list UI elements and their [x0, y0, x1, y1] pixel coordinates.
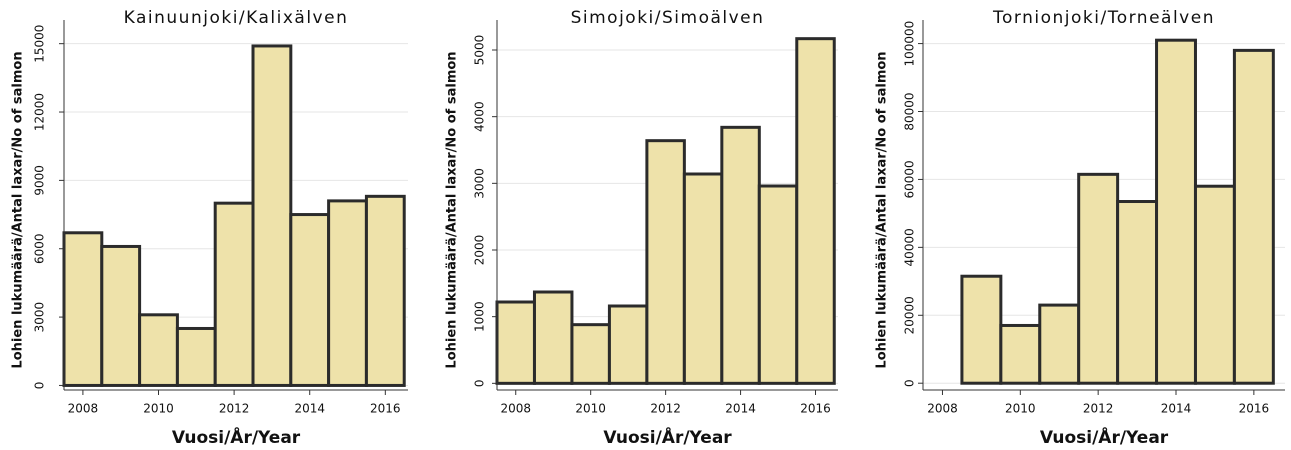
x-tick-label: 2014 — [725, 402, 756, 416]
y-tick-label: 3000 — [473, 168, 487, 199]
y-tick-label: 60000 — [903, 160, 917, 198]
x-tick-label: 2016 — [370, 402, 401, 416]
bar — [175, 326, 217, 387]
y-tick-label: 3000 — [33, 302, 47, 333]
y-axis-title: Lohien lukumäärä/Antal laxar/No of salmo… — [875, 51, 890, 368]
bar — [495, 300, 536, 385]
bar — [364, 194, 406, 387]
bar — [327, 199, 368, 387]
bar — [100, 244, 142, 387]
bar — [1193, 184, 1236, 385]
x-tick-label: 2016 — [1239, 402, 1270, 416]
bar — [757, 184, 799, 385]
bar — [213, 201, 255, 387]
x-tick-label: 2010 — [1005, 402, 1036, 416]
y-tick-label: 2000 — [473, 235, 487, 266]
x-tick-label: 2010 — [143, 402, 174, 416]
bar — [999, 323, 1042, 385]
bar — [720, 125, 761, 385]
bar — [532, 290, 574, 385]
x-tick-label: 2014 — [294, 402, 325, 416]
y-tick-label: 40000 — [903, 228, 917, 266]
y-tick-label: 0 — [903, 379, 917, 387]
y-tick-label: 0 — [33, 382, 47, 390]
chart-title: Tornionjoki/Torneälven — [992, 8, 1215, 28]
bar — [645, 139, 686, 385]
x-axis-title: Vuosi/År/Year — [603, 425, 732, 448]
y-tick-label: 15000 — [33, 25, 47, 63]
y-tick-label: 5000 — [473, 35, 487, 66]
x-tick-label: 2008 — [68, 402, 99, 416]
y-tick-label: 20000 — [903, 296, 917, 334]
bar — [1038, 303, 1081, 385]
y-axis-title: Lohien lukumäärä/Antal laxar/No of salmo… — [11, 51, 26, 368]
bar — [62, 231, 104, 387]
y-tick-label: 80000 — [903, 92, 917, 130]
bar — [138, 313, 179, 387]
bar — [1116, 200, 1159, 385]
x-tick-label: 2014 — [1161, 402, 1192, 416]
x-tick-label: 2008 — [927, 402, 958, 416]
bar — [251, 44, 293, 387]
bar — [1077, 172, 1120, 385]
y-tick-label: 0 — [473, 380, 487, 388]
bar — [960, 274, 1003, 385]
chart-title: Kainuunjoki/Kalixälven — [124, 8, 349, 28]
x-tick-label: 2010 — [575, 402, 606, 416]
y-tick-label: 12000 — [33, 93, 47, 131]
bar — [682, 172, 724, 385]
bar — [795, 37, 836, 385]
bar — [1232, 48, 1275, 385]
x-axis-title: Vuosi/År/Year — [172, 425, 301, 448]
x-tick-label: 2012 — [650, 402, 681, 416]
y-tick-label: 1000 — [473, 301, 487, 332]
y-tick-label: 4000 — [473, 101, 487, 132]
y-tick-label: 9000 — [33, 165, 47, 196]
x-tick-label: 2008 — [500, 402, 531, 416]
bar — [570, 323, 611, 385]
y-tick-label: 6000 — [33, 233, 47, 264]
bar — [1155, 38, 1197, 385]
x-tick-label: 2016 — [800, 402, 831, 416]
x-tick-label: 2012 — [219, 402, 250, 416]
bar — [607, 304, 649, 385]
y-tick-label: 100000 — [903, 21, 917, 67]
y-axis-title: Lohien lukumäärä/Antal laxar/No of salmo… — [445, 51, 460, 368]
bar — [289, 213, 331, 387]
x-tick-label: 2012 — [1083, 402, 1114, 416]
chart-title: Simojoki/Simoälven — [571, 8, 765, 28]
x-axis-title: Vuosi/År/Year — [1040, 425, 1169, 448]
